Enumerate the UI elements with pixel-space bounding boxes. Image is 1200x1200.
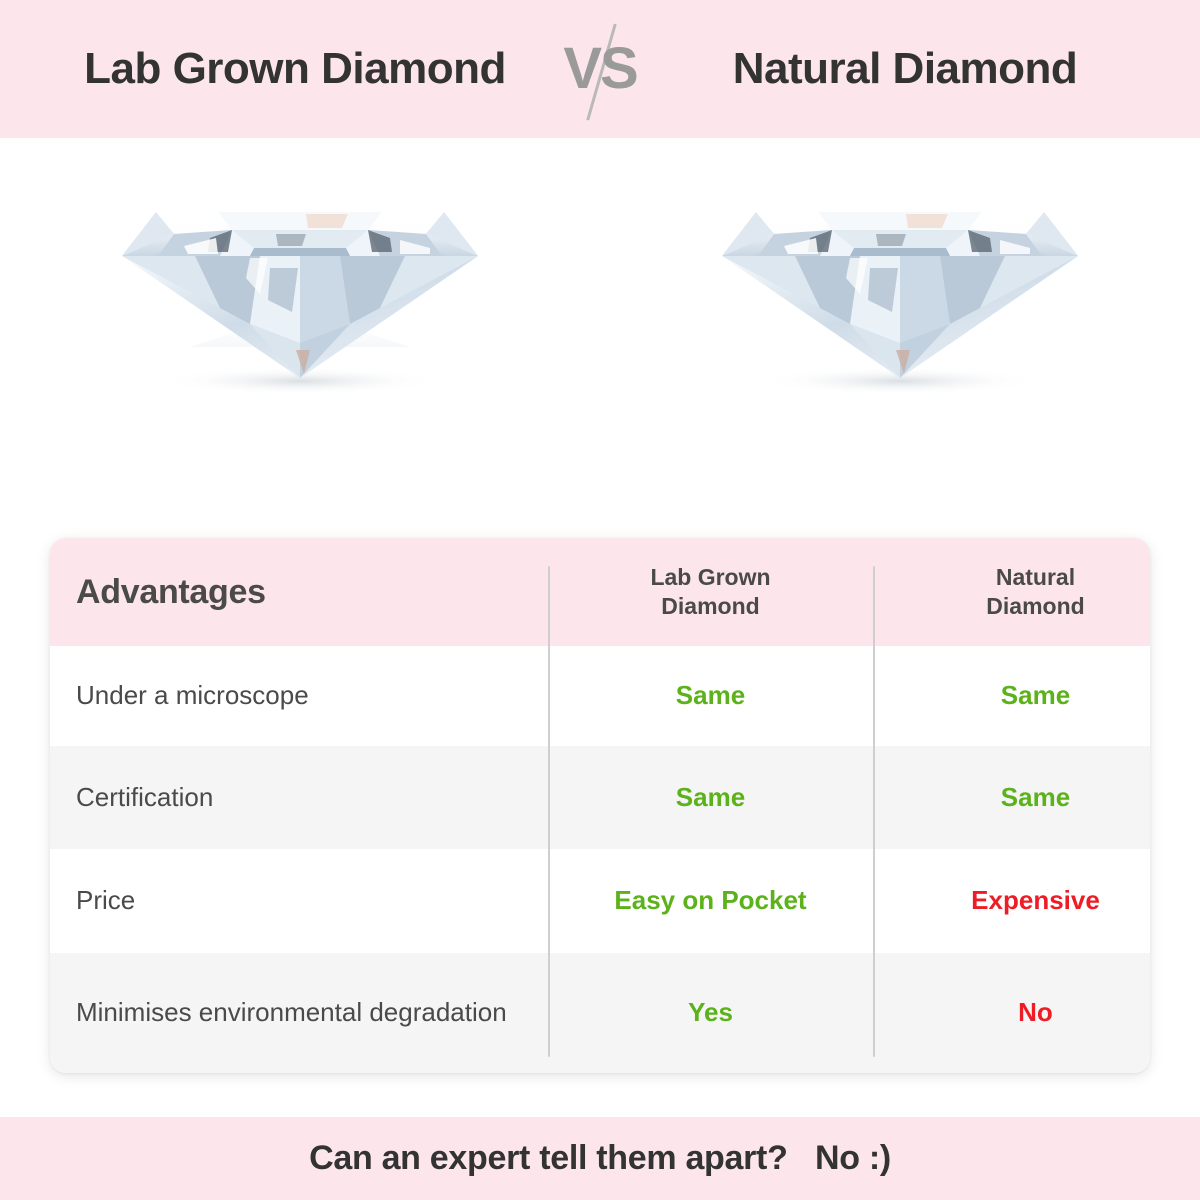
versus-label: VS — [563, 36, 638, 101]
value-price-lab: Easy on Pocket — [614, 885, 807, 916]
footer-question: Can an expert tell them apart? No :) — [309, 1139, 891, 1177]
header-cell-natural: Natural Diamond — [873, 538, 1150, 646]
value-price-natural: Expensive — [971, 885, 1100, 916]
row-label-cell: Certification — [50, 746, 548, 849]
row-value-cell-lab: Same — [548, 746, 873, 849]
header-natural-line2: Diamond — [986, 593, 1085, 619]
row-value-cell-natural: Expensive — [873, 849, 1150, 953]
value-microscope-natural: Same — [1000, 680, 1071, 711]
header-label-lab-grown: Lab Grown Diamond — [650, 563, 770, 621]
row-value-cell-lab: Easy on Pocket — [548, 849, 873, 953]
footer-band: Can an expert tell them apart? No :) — [0, 1117, 1200, 1200]
table-row: Certification Same Same — [50, 746, 1150, 849]
lab-grown-diamond-cell — [0, 138, 600, 530]
row-value-cell-natural: No — [873, 953, 1150, 1073]
header-lab-line1: Lab Grown — [650, 564, 771, 591]
header-inner: Lab Grown Diamond VS Natural Diamond — [0, 0, 1200, 138]
header-title-lab-grown: Lab Grown Diamond — [84, 44, 506, 93]
comparison-table: Advantages Lab Grown Diamond Natural Dia… — [50, 538, 1150, 1073]
row-label-cell: Under a microscope — [50, 646, 548, 746]
versus-divider: VS — [545, 14, 655, 124]
row-label-certification: Certification — [76, 781, 214, 812]
row-label-price: Price — [76, 885, 136, 916]
row-label-cell: Minimises environmental degradation — [50, 953, 548, 1073]
header-natural-line1: Natural — [995, 564, 1076, 591]
row-label-cell: Price — [50, 849, 548, 953]
natural-diamond-cell — [600, 138, 1200, 530]
value-certification-natural: Same — [1000, 781, 1071, 812]
table-header-row: Advantages Lab Grown Diamond Natural Dia… — [50, 538, 1150, 646]
row-value-cell-natural: Same — [873, 646, 1150, 746]
header-title-natural: Natural Diamond — [732, 44, 1078, 93]
value-environmental-natural: No — [1018, 997, 1053, 1028]
value-certification-lab: Same — [675, 781, 746, 812]
value-microscope-lab: Same — [675, 680, 746, 711]
row-value-cell-lab: Same — [548, 646, 873, 746]
header-lab-line2: Diamond — [661, 593, 760, 619]
header-cell-lab-grown: Lab Grown Diamond — [548, 538, 873, 646]
header-cell-advantages: Advantages — [50, 538, 548, 646]
natural-diamond-icon — [722, 212, 1078, 395]
table-row: Price Easy on Pocket Expensive — [50, 849, 1150, 953]
value-environmental-lab: Yes — [688, 997, 733, 1028]
header-band: Lab Grown Diamond VS Natural Diamond — [0, 0, 1200, 138]
row-value-cell-lab: Yes — [548, 953, 873, 1073]
table-row: Under a microscope Same Same — [50, 646, 1150, 746]
row-label-environmental: Minimises environmental degradation — [76, 997, 507, 1028]
diamond-images-row — [0, 138, 1200, 530]
advantages-title: Advantages — [76, 572, 266, 611]
lab-grown-diamond-icon — [122, 212, 478, 395]
row-value-cell-natural: Same — [873, 746, 1150, 849]
header-label-natural: Natural Diamond — [986, 563, 1084, 621]
table-row: Minimises environmental degradation Yes … — [50, 953, 1150, 1073]
row-label-microscope: Under a microscope — [76, 680, 309, 711]
